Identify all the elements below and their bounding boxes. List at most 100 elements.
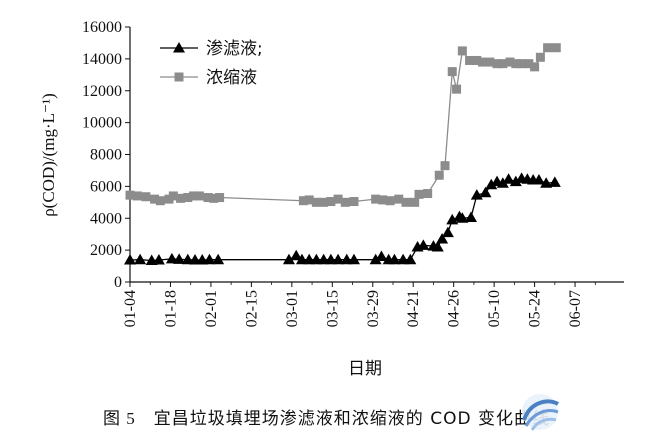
- figure-number: 图 5: [103, 409, 136, 428]
- x-axis-ticks: 01-04 01-18 02-01 02-15 03-01 03-15 03-29 04-21…: [122, 282, 596, 327]
- data-point: [134, 253, 147, 265]
- x-tick-label: 03-15: [324, 290, 341, 327]
- figure-caption-text: 宜昌垃圾填埋场渗滤液和浓缩液的 COD 变化曲线: [153, 409, 550, 429]
- data-point: [431, 240, 444, 252]
- data-point: [452, 84, 462, 94]
- data-point: [478, 57, 488, 67]
- data-point: [155, 196, 165, 206]
- data-point: [457, 46, 467, 56]
- data-point: [440, 161, 450, 171]
- data-point: [168, 191, 178, 201]
- data-point: [378, 195, 388, 205]
- data-point: [540, 177, 553, 188]
- data-point: [492, 59, 502, 69]
- legend-label: 浓缩液: [206, 68, 257, 88]
- x-tick-label: 05-10: [486, 290, 503, 327]
- data-point: [498, 59, 508, 69]
- data-point: [194, 191, 204, 201]
- data-point: [347, 253, 360, 265]
- data-point: [375, 250, 388, 261]
- x-tick-label: 04-26: [446, 290, 463, 327]
- data-point: [548, 176, 561, 187]
- y-tick-label: 6000: [90, 178, 122, 195]
- series-line: [129, 47, 557, 203]
- x-tick-label: 01-18: [162, 290, 179, 327]
- data-point: [543, 43, 553, 53]
- y-tick-label: 0: [114, 274, 122, 291]
- y-tick-label: 12000: [82, 83, 122, 100]
- figure-caption: 图 5 宜昌垃圾填埋场渗滤液和浓缩液的 COD 变化曲线: [0, 404, 647, 429]
- series-line: [129, 177, 555, 262]
- data-point: [530, 62, 540, 72]
- data-point: [401, 197, 411, 207]
- watermark-logo-icon: [522, 394, 560, 431]
- data-point: [290, 249, 303, 261]
- x-axis-title: 日期: [348, 359, 382, 378]
- data-point: [132, 191, 142, 201]
- data-point: [434, 170, 444, 180]
- y-tick-label: 4000: [90, 210, 122, 227]
- triangle-marker-icon: [173, 42, 185, 53]
- data-point: [502, 173, 515, 184]
- data-point: [417, 239, 430, 250]
- data-point: [551, 43, 561, 53]
- legend: 渗滤液; 浓缩液: [160, 39, 263, 88]
- data-point: [124, 254, 136, 265]
- y-tick-label: 2000: [90, 242, 122, 259]
- data-point: [505, 57, 515, 67]
- data-point: [436, 232, 449, 244]
- series-leachate: [124, 172, 561, 265]
- x-tick-label: 02-01: [203, 290, 220, 327]
- x-tick-label: 02-15: [243, 290, 260, 327]
- data-point: [203, 193, 213, 203]
- data-point: [150, 194, 160, 204]
- data-point: [509, 175, 522, 187]
- data-point: [176, 193, 186, 203]
- data-point: [209, 193, 219, 203]
- data-point: [183, 193, 193, 203]
- data-point: [524, 59, 534, 69]
- data-point: [125, 190, 135, 200]
- y-tick-label: 14000: [82, 51, 122, 68]
- data-point: [371, 194, 381, 204]
- data-point: [189, 191, 199, 201]
- data-point: [152, 254, 165, 265]
- x-tick-label: 03-29: [365, 290, 382, 327]
- data-point: [441, 226, 454, 238]
- x-tick-label: 01-04: [122, 290, 139, 327]
- data-point: [203, 253, 216, 265]
- series-layer: [124, 43, 561, 265]
- data-point: [298, 196, 308, 206]
- data-point: [340, 197, 350, 207]
- y-tick-label: 10000: [82, 115, 122, 132]
- data-point: [332, 253, 345, 265]
- data-point: [535, 52, 545, 62]
- data-point: [388, 253, 401, 265]
- data-point: [496, 177, 509, 188]
- data-point: [532, 174, 545, 185]
- data-point: [304, 195, 314, 205]
- data-point: [282, 253, 295, 265]
- data-point: [456, 212, 469, 223]
- data-point: [326, 197, 336, 207]
- cod-line-chart: 0 2000 4000 6000 8000 10000 12000 14000 16000 01…: [39, 19, 624, 378]
- data-point: [319, 197, 329, 207]
- data-point: [511, 59, 521, 69]
- x-tick-label: 03-01: [284, 290, 301, 327]
- legend-label: 渗滤液;: [206, 39, 263, 59]
- data-point: [215, 193, 225, 203]
- x-tick-label: 05-24: [527, 290, 544, 327]
- data-point: [333, 194, 343, 204]
- data-point: [465, 55, 475, 65]
- data-point: [517, 59, 527, 69]
- x-tick-label: 06-07: [567, 290, 584, 327]
- data-point: [385, 196, 395, 206]
- y-axis-title: ρ(COD)/(mg·L⁻¹): [39, 93, 58, 217]
- y-tick-label: 8000: [90, 147, 122, 164]
- data-point: [141, 192, 151, 202]
- x-tick-label: 04-21: [405, 290, 422, 327]
- square-marker-icon: [174, 72, 184, 82]
- y-axis-ticks: 0 2000 4000 6000 8000 10000 12000 14000 16000: [82, 19, 130, 291]
- data-point: [349, 197, 359, 207]
- data-point: [446, 213, 459, 225]
